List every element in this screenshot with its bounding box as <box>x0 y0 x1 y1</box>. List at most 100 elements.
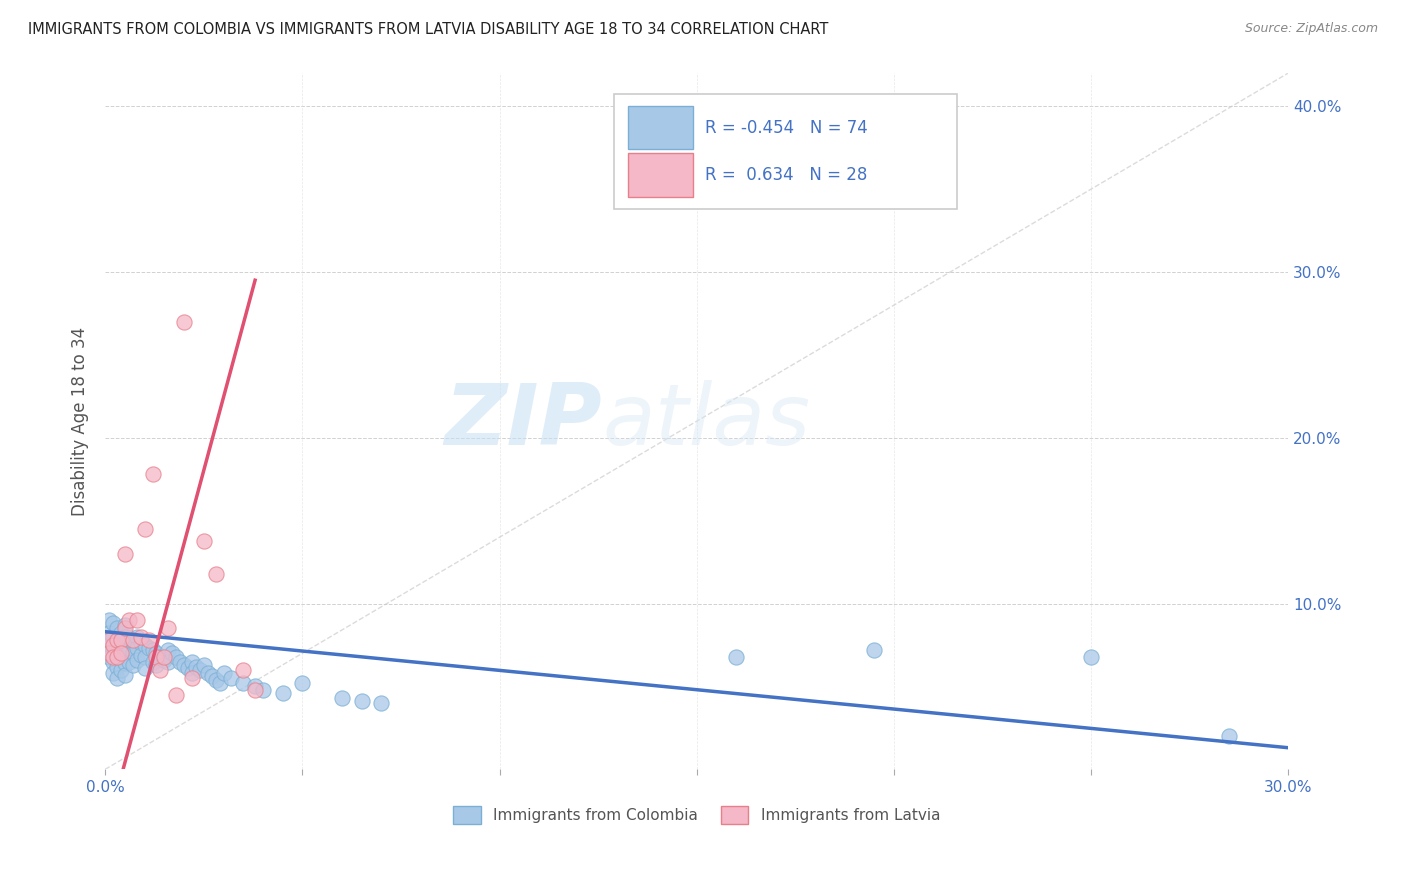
Point <box>181 655 204 669</box>
Point <box>725 649 748 664</box>
Point <box>98 626 121 640</box>
Point <box>197 666 219 681</box>
Point <box>110 632 132 647</box>
Point <box>129 630 152 644</box>
Point <box>101 655 124 669</box>
Point <box>204 673 226 687</box>
Text: atlas: atlas <box>602 380 810 463</box>
Point <box>101 649 124 664</box>
Point <box>101 638 124 652</box>
Point <box>243 682 266 697</box>
Point <box>153 649 176 664</box>
Point <box>177 661 200 675</box>
Legend: Immigrants from Colombia, Immigrants from Latvia: Immigrants from Colombia, Immigrants fro… <box>454 805 941 824</box>
Point <box>121 657 143 672</box>
Point <box>157 643 180 657</box>
Point <box>134 638 156 652</box>
FancyBboxPatch shape <box>628 153 693 196</box>
Point <box>134 649 156 664</box>
Point <box>173 315 195 329</box>
Point <box>110 626 132 640</box>
Point <box>105 632 128 647</box>
Point <box>232 663 254 677</box>
Text: ZIP: ZIP <box>444 380 602 463</box>
Point <box>101 666 124 681</box>
Point <box>232 676 254 690</box>
Point <box>165 688 187 702</box>
Text: IMMIGRANTS FROM COLOMBIA VS IMMIGRANTS FROM LATVIA DISABILITY AGE 18 TO 34 CORRE: IMMIGRANTS FROM COLOMBIA VS IMMIGRANTS F… <box>28 22 828 37</box>
Point <box>114 668 136 682</box>
Text: R = -0.454   N = 74: R = -0.454 N = 74 <box>704 119 868 136</box>
Point <box>145 657 167 672</box>
Point <box>121 632 143 647</box>
Point <box>114 630 136 644</box>
Point <box>149 663 172 677</box>
Point <box>243 680 266 694</box>
Point <box>1080 649 1102 664</box>
Point <box>98 649 121 664</box>
Point <box>105 621 128 635</box>
Point <box>134 661 156 675</box>
Point <box>105 649 128 664</box>
Point <box>145 649 167 664</box>
Point <box>204 566 226 581</box>
Point <box>101 630 124 644</box>
Point <box>162 646 184 660</box>
Point <box>149 649 172 664</box>
Point <box>193 657 215 672</box>
Text: R =  0.634   N = 28: R = 0.634 N = 28 <box>704 166 868 184</box>
Point <box>118 632 141 646</box>
Point <box>141 655 163 669</box>
Text: Source: ZipAtlas.com: Source: ZipAtlas.com <box>1244 22 1378 36</box>
Point <box>252 682 274 697</box>
Point <box>330 691 353 706</box>
Point <box>370 696 392 710</box>
Point <box>134 522 156 536</box>
Point <box>181 666 204 681</box>
Point <box>138 632 160 647</box>
Point <box>110 638 132 652</box>
Point <box>212 666 235 681</box>
Point <box>105 632 128 647</box>
Point <box>121 634 143 648</box>
Point <box>188 663 211 677</box>
Point <box>114 621 136 635</box>
Point <box>208 676 231 690</box>
Point <box>157 655 180 669</box>
Point <box>98 632 121 647</box>
Point <box>291 676 314 690</box>
Point <box>169 655 191 669</box>
Point <box>110 651 132 665</box>
Point <box>145 646 167 660</box>
Point <box>221 671 243 685</box>
Point <box>129 648 152 662</box>
Point <box>201 669 224 683</box>
Point <box>157 621 180 635</box>
Point <box>271 686 294 700</box>
Point <box>114 547 136 561</box>
Point <box>193 533 215 548</box>
Point <box>110 646 132 660</box>
Point <box>114 656 136 670</box>
Point <box>350 694 373 708</box>
FancyBboxPatch shape <box>614 94 957 209</box>
Point <box>121 646 143 660</box>
Point <box>98 613 121 627</box>
Point <box>141 643 163 657</box>
Point <box>181 671 204 685</box>
Point <box>1218 729 1240 743</box>
Point <box>118 643 141 657</box>
Point <box>863 643 886 657</box>
Point <box>98 638 121 652</box>
Point <box>114 643 136 657</box>
Point <box>110 663 132 677</box>
Y-axis label: Disability Age 18 to 34: Disability Age 18 to 34 <box>72 326 89 516</box>
Point <box>138 641 160 656</box>
Point <box>125 641 148 656</box>
Point <box>105 659 128 673</box>
Point <box>105 646 128 660</box>
Point <box>98 646 121 660</box>
Point <box>114 618 136 632</box>
Point <box>118 655 141 669</box>
FancyBboxPatch shape <box>628 106 693 149</box>
